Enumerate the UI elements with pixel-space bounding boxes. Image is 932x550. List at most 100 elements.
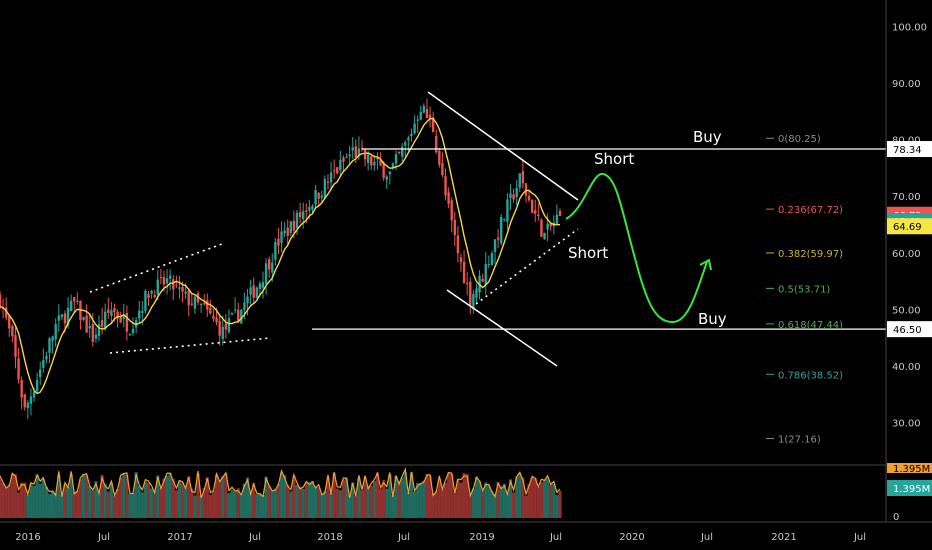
candle-body <box>141 311 144 313</box>
volume-bar <box>26 494 30 518</box>
volume-bar <box>530 477 534 518</box>
candle-body <box>500 217 503 244</box>
volume-bar <box>273 488 277 518</box>
volume-bar <box>533 478 537 518</box>
volume-bar <box>20 482 24 518</box>
candle-body <box>295 212 299 229</box>
candle-body <box>422 105 426 113</box>
volume-bar <box>416 483 420 518</box>
volume-bar <box>0 478 2 518</box>
time-tick-label: Jul <box>97 532 110 543</box>
candle-body <box>209 307 212 314</box>
volume-bar <box>47 494 52 518</box>
volume-bar <box>184 486 188 518</box>
volume-bar <box>366 485 370 518</box>
candle-body <box>150 290 153 294</box>
candle-body <box>366 154 370 163</box>
candle-body <box>45 356 48 360</box>
volume-bar <box>153 490 157 518</box>
moving-average-line <box>0 117 560 395</box>
volume-bar <box>196 473 200 518</box>
candle-body <box>441 163 444 175</box>
volume-bar <box>38 483 42 518</box>
volume-bar <box>137 486 141 518</box>
candle-body <box>116 311 119 319</box>
volume-ma-label: 1.395M <box>893 464 930 475</box>
candle-body <box>490 253 494 266</box>
volume-bar <box>245 477 250 518</box>
volume-bar <box>335 488 339 518</box>
candle-body <box>444 175 447 196</box>
candle-body <box>258 283 262 290</box>
volume-bar <box>397 481 401 518</box>
volume-bar <box>63 484 67 518</box>
volume-bar <box>474 476 479 518</box>
volume-bar <box>214 474 219 518</box>
volume-bar <box>428 475 432 518</box>
candle-body <box>172 279 175 290</box>
volume-zero-label: 0 <box>893 512 899 523</box>
candle-body <box>453 219 457 236</box>
candle-body <box>193 296 197 309</box>
upper-channel-line[interactable] <box>427 91 579 201</box>
candle-body <box>82 317 85 320</box>
candle-body <box>165 278 169 284</box>
volume-bar <box>505 492 510 518</box>
candle-body <box>348 154 351 157</box>
volume-bar <box>131 492 135 518</box>
candle-body <box>271 262 274 273</box>
candle-body <box>159 276 163 278</box>
candle-body <box>329 172 333 183</box>
candle-body <box>246 296 249 304</box>
candle-body <box>76 300 79 302</box>
candle-body <box>524 183 528 196</box>
candle-body <box>407 137 410 141</box>
time-tick-label: 2018 <box>317 532 342 543</box>
candle-body <box>534 210 537 214</box>
volume-bar <box>419 482 423 518</box>
fib-level-label: 0.618(47.44) <box>778 320 843 331</box>
candle-body <box>63 313 67 324</box>
lower-channel-line[interactable] <box>446 289 558 367</box>
fib-level-label: 0.236(67.72) <box>778 205 843 216</box>
volume-bar <box>78 479 83 518</box>
volume-bar <box>258 492 262 518</box>
candle-body <box>469 281 472 306</box>
candle-body <box>230 313 234 315</box>
volume-bar <box>255 494 259 518</box>
candle-body <box>456 235 460 254</box>
volume-bar <box>515 476 519 518</box>
volume-bar <box>106 491 110 518</box>
projection-curve[interactable] <box>565 173 708 324</box>
time-tick-label: 2016 <box>15 532 40 543</box>
candle-body <box>351 147 354 151</box>
volume-bar <box>434 490 438 518</box>
time-axis[interactable]: 2016 Jul 2017 Jul 2018 Jul 2019 Jul 2020 Jul 2021 J… <box>15 532 866 543</box>
volume-bar <box>16 492 21 518</box>
candle-body <box>11 325 14 337</box>
candle-body <box>515 187 518 197</box>
volume-bar <box>490 490 494 518</box>
volume-bar <box>317 486 321 518</box>
candle-body <box>465 282 469 284</box>
dotted-trendline-lower[interactable] <box>109 337 271 354</box>
volume-bar <box>279 472 284 518</box>
candle-body <box>558 210 562 216</box>
volume-bar <box>542 479 547 518</box>
time-tick-label: Jul <box>853 532 866 543</box>
candle-body <box>97 324 101 336</box>
volume-bar <box>372 481 376 518</box>
candle-body <box>450 200 453 221</box>
candle-body <box>156 279 159 295</box>
price-badge-label: 46.50 <box>893 325 922 336</box>
candle-body <box>215 317 218 323</box>
volume-bar <box>227 492 231 518</box>
volume-bar <box>10 473 14 518</box>
candle-body <box>354 146 358 158</box>
volume-bar <box>202 488 206 518</box>
candle-body <box>370 156 373 166</box>
volume-bar <box>443 482 448 518</box>
time-tick-label: 2020 <box>619 532 644 543</box>
